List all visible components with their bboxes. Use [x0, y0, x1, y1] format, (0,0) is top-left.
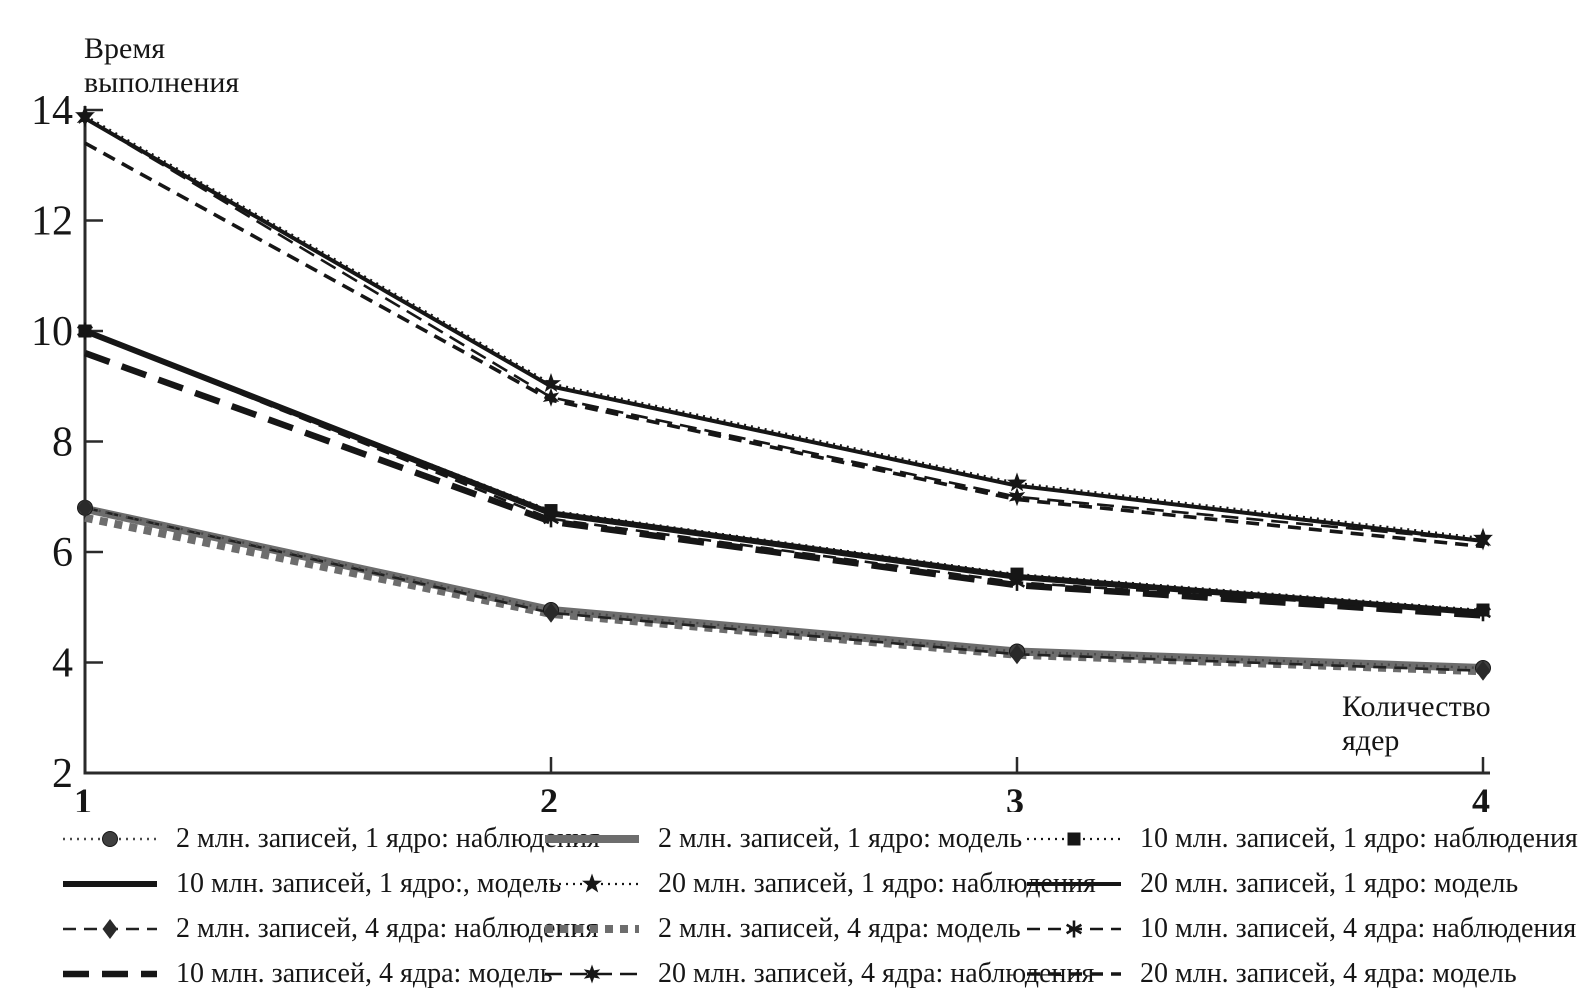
y-tick-label: 6	[52, 530, 73, 576]
diamond-marker	[543, 602, 559, 623]
legend-label: 10 млн. записей, 1 ядро: наблюдения	[1140, 822, 1578, 854]
y-tick-label: 14	[31, 88, 73, 134]
legend-swatch-solid	[545, 834, 639, 843]
legend-label: 20 млн. записей, 4 ядра: модель	[1140, 957, 1517, 989]
series-line-10	[84, 117, 1484, 543]
asterisk-marker	[1065, 920, 1083, 937]
chart-legend: 2 млн. записей, 1 ядро: наблюдения 2 млн.…	[0, 816, 1596, 996]
legend-label: 20 млн. записей, 4 ядра: наблюдения	[658, 957, 1095, 989]
y-tick-label: 2	[52, 751, 73, 797]
axes-lines	[83, 106, 1490, 775]
legend-item-3: 10 млн. записей, 1 ядро:, модель	[60, 868, 561, 900]
series-line-5	[84, 116, 1484, 543]
asterisk-marker	[542, 510, 560, 528]
legend-swatch-dot-star5	[545, 873, 639, 892]
legend-label: 2 млн. записей, 4 ядра: наблюдения	[176, 912, 599, 944]
legend-swatch-sqdot	[545, 924, 639, 933]
star6-marker	[583, 964, 601, 983]
star6-marker	[76, 108, 94, 128]
series-line-9	[83, 350, 1484, 619]
legend-swatch-solid	[63, 880, 157, 887]
square-marker	[1067, 832, 1081, 845]
x-tick-label: 1	[74, 781, 92, 812]
star6-marker	[1008, 487, 1026, 507]
diamond-marker	[102, 918, 118, 939]
series-line-6	[84, 506, 1484, 673]
asterisk-marker	[76, 322, 94, 340]
legend-item-0: 2 млн. записей, 1 ядро: наблюдения	[60, 823, 600, 855]
legend-swatch-dot-circle	[63, 830, 157, 847]
series-line-8	[84, 329, 1484, 615]
legend-swatch-dash-asterisk	[1027, 920, 1121, 937]
legend-item-7: 2 млн. записей, 4 ядра: модель	[542, 913, 1024, 945]
legend-swatch-dash	[1027, 971, 1121, 976]
diamond-marker	[77, 497, 93, 518]
x-axis-title: Количество ядер	[1342, 690, 1491, 757]
legend-label: 2 млн. записей, 1 ядро: модель	[658, 822, 1023, 854]
diamond-marker	[1009, 644, 1025, 665]
y-tick-label: 10	[31, 309, 73, 355]
legend-swatch-dash-diamond	[63, 918, 157, 939]
star5-marker	[582, 873, 602, 892]
asterisk-marker	[1474, 604, 1492, 622]
legend-item-8: 10 млн. записей, 4 ядра: наблюдения	[1024, 913, 1596, 945]
legend-label: 20 млн. записей, 1 ядро: модель	[1140, 867, 1519, 899]
legend-item-9: 10 млн. записей, 4 ядра: модель	[60, 958, 553, 990]
series-line-0	[84, 506, 1484, 670]
legend-swatch-dot-square	[1027, 832, 1121, 845]
legend-label: 2 млн. записей, 1 ядро: наблюдения	[176, 822, 600, 854]
y-tick-label: 8	[52, 420, 73, 466]
execution-time-chart: 2 4 6 8 10 12 14 1 2 3 4 Время выполнения Количест…	[31, 32, 1493, 812]
y-axis-title: Время выполнения	[84, 32, 240, 99]
legend-label: 20 млн. записей, 1 ядро: наблюдения	[658, 867, 1096, 899]
star5-marker	[541, 373, 561, 392]
circle-marker	[102, 830, 118, 847]
legend-item-11: 20 млн. записей, 4 ядра: модель	[1024, 958, 1596, 990]
series-line-11	[84, 141, 1484, 549]
legend-swatch-longdash	[63, 970, 157, 977]
series-line-1	[84, 504, 1484, 672]
diamond-marker	[1475, 660, 1491, 681]
legend-item-2: 10 млн. записей, 1 ядро: наблюдения	[1024, 823, 1596, 855]
series-line-3	[83, 328, 1484, 616]
x-tick-label: 3	[1006, 781, 1024, 812]
series-line-4	[84, 114, 1484, 540]
legend-label: 10 млн. записей, 4 ядра: наблюдения	[1140, 912, 1577, 944]
legend-item-1: 2 млн. записей, 1 ядро: модель	[542, 823, 1024, 855]
star6-marker	[542, 387, 560, 407]
legend-swatch-solid	[1027, 881, 1121, 886]
legend-item-4: 20 млн. записей, 1 ядро: наблюдения	[542, 868, 1096, 900]
legend-item-10: 20 млн. записей, 4 ядра: наблюдения	[542, 958, 1094, 990]
legend-item-5: 20 млн. записей, 1 ядро: модель	[1024, 868, 1596, 900]
series-line-2	[84, 329, 1484, 612]
x-tick-label: 2	[540, 781, 558, 812]
legend-swatch-dashdot-star6	[545, 964, 639, 983]
star6-marker	[1474, 531, 1492, 551]
star5-marker	[1007, 472, 1027, 492]
y-tick-label: 4	[52, 641, 73, 687]
legend-item-6: 2 млн. записей, 4 ядра: наблюдения	[60, 913, 598, 945]
asterisk-marker	[1008, 573, 1026, 591]
legend-label: 2 млн. записей, 4 ядра: модель	[658, 912, 1021, 944]
x-tick-label: 4	[1472, 781, 1490, 812]
legend-label: 10 млн. записей, 1 ядро:, модель	[176, 867, 562, 899]
legend-label: 10 млн. записей, 4 ядра: модель	[176, 957, 553, 989]
y-tick-label: 12	[31, 199, 73, 245]
